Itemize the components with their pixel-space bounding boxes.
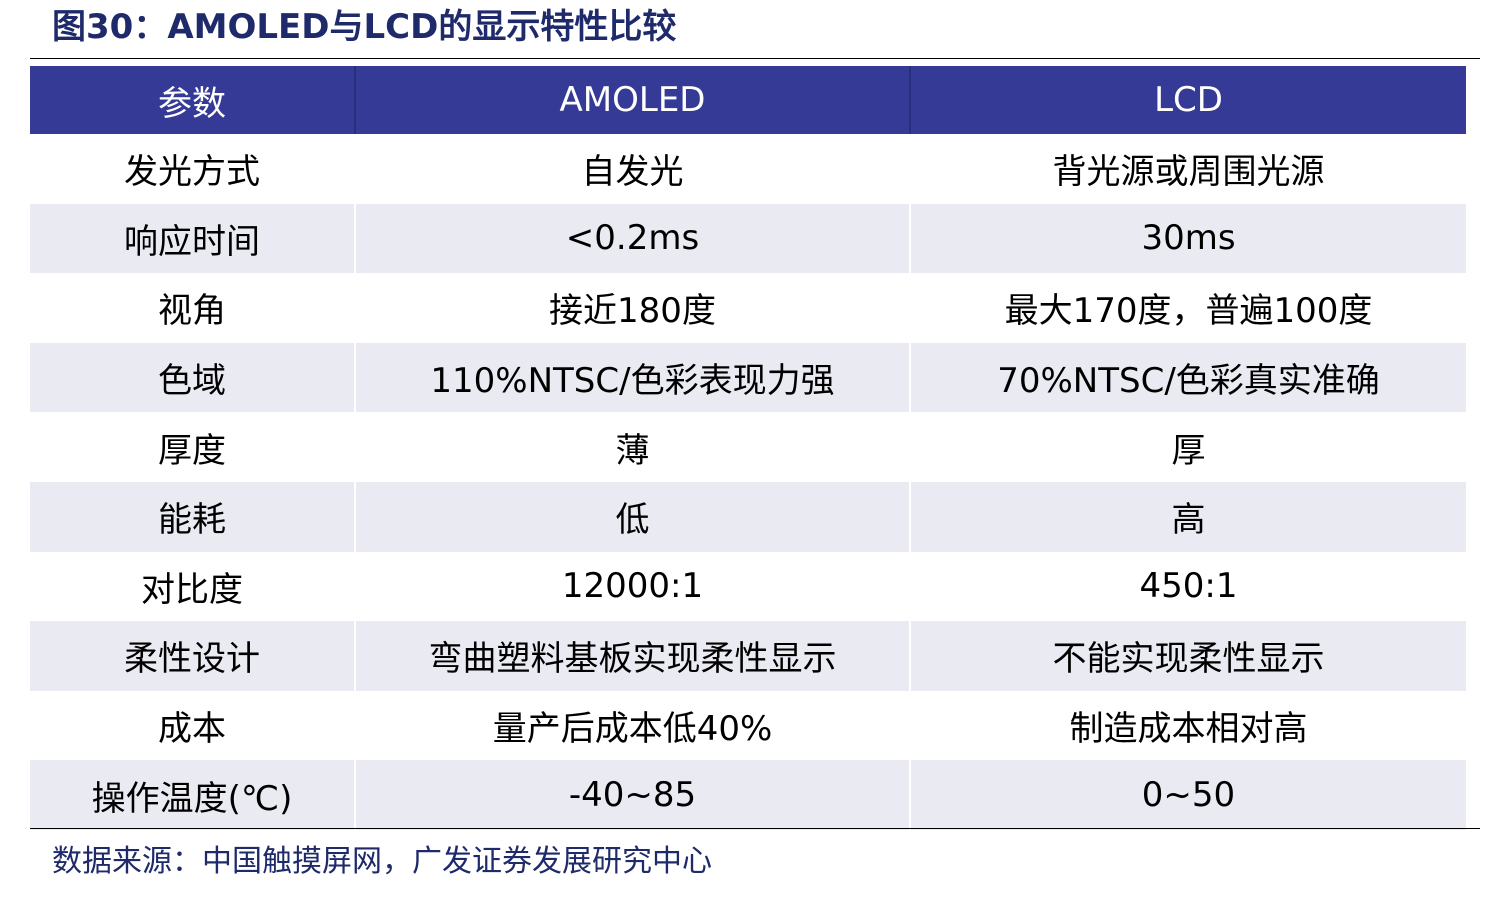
parameter-cell: 成本 [30, 690, 355, 761]
amoled-cell: -40~85 [354, 760, 910, 830]
amoled-cell: 110%NTSC/色彩表现力强 [354, 342, 910, 413]
amoled-cell: <0.2ms [354, 203, 910, 274]
parameter-cell: 操作温度(℃) [30, 760, 355, 830]
table-row: 视角 接近180度 最大170度，普遍100度 [30, 273, 1466, 343]
amoled-cell: 弯曲塑料基板实现柔性显示 [354, 621, 910, 691]
table-row: 柔性设计 弯曲塑料基板实现柔性显示 不能实现柔性显示 [30, 621, 1466, 691]
parameter-cell: 能耗 [30, 481, 355, 552]
table-row: 成本 量产后成本低40% 制造成本相对高 [30, 690, 1466, 761]
parameter-cell: 发光方式 [30, 134, 355, 204]
table-header: 参数 AMOLED LCD [30, 66, 1466, 134]
header-row: 参数 AMOLED LCD [30, 66, 1466, 134]
table-row: 响应时间 <0.2ms 30ms [30, 203, 1466, 274]
comparison-table: 参数 AMOLED LCD 发光方式 自发光 背光源或周围光源 响应时间 <0.… [30, 66, 1466, 830]
table-row: 操作温度(℃) -40~85 0~50 [30, 760, 1466, 830]
table-row: 色域 110%NTSC/色彩表现力强 70%NTSC/色彩真实准确 [30, 342, 1466, 413]
lcd-cell: 450:1 [909, 551, 1466, 622]
lcd-cell: 不能实现柔性显示 [909, 621, 1466, 691]
parameter-cell: 色域 [30, 342, 355, 413]
table-row: 厚度 薄 厚 [30, 412, 1466, 482]
header-amoled: AMOLED [354, 66, 910, 134]
amoled-cell: 薄 [354, 412, 910, 482]
lcd-cell: 背光源或周围光源 [909, 134, 1466, 204]
lcd-cell: 最大170度，普遍100度 [909, 273, 1466, 343]
lcd-cell: 30ms [909, 203, 1466, 274]
table-body: 发光方式 自发光 背光源或周围光源 响应时间 <0.2ms 30ms 视角 接近… [30, 134, 1466, 830]
header-lcd: LCD [909, 66, 1466, 134]
parameter-cell: 视角 [30, 273, 355, 343]
amoled-cell: 接近180度 [354, 273, 910, 343]
parameter-cell: 对比度 [30, 551, 355, 622]
table-bottom-divider [30, 828, 1480, 829]
lcd-cell: 厚 [909, 412, 1466, 482]
parameter-cell: 厚度 [30, 412, 355, 482]
table-row: 对比度 12000:1 450:1 [30, 551, 1466, 622]
lcd-cell: 高 [909, 481, 1466, 552]
parameter-cell: 响应时间 [30, 203, 355, 274]
source-note: 数据来源：中国触摸屏网，广发证券发展研究中心 [52, 844, 712, 879]
figure-title: 图30：AMOLED与LCD的显示特性比较 [52, 7, 677, 47]
amoled-cell: 自发光 [354, 134, 910, 204]
lcd-cell: 制造成本相对高 [909, 690, 1466, 761]
header-parameter: 参数 [30, 66, 355, 134]
lcd-cell: 70%NTSC/色彩真实准确 [909, 342, 1466, 413]
table-row: 能耗 低 高 [30, 481, 1466, 552]
lcd-cell: 0~50 [909, 760, 1466, 830]
amoled-cell: 12000:1 [354, 551, 910, 622]
parameter-cell: 柔性设计 [30, 621, 355, 691]
table-row: 发光方式 自发光 背光源或周围光源 [30, 134, 1466, 204]
title-divider [30, 58, 1480, 59]
amoled-cell: 低 [354, 481, 910, 552]
amoled-cell: 量产后成本低40% [354, 690, 910, 761]
